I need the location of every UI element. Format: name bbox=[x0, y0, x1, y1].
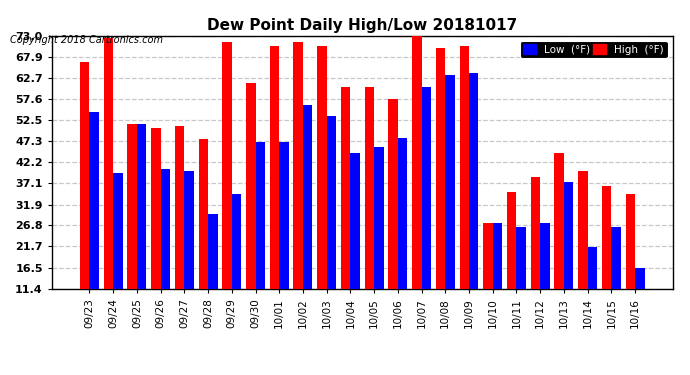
Bar bbox=[564, 182, 573, 289]
Bar bbox=[460, 46, 469, 289]
Bar bbox=[436, 48, 445, 289]
Bar bbox=[554, 153, 564, 289]
Legend: Low  (°F), High  (°F): Low (°F), High (°F) bbox=[520, 41, 667, 58]
Bar bbox=[602, 186, 611, 289]
Bar bbox=[493, 223, 502, 289]
Bar bbox=[246, 83, 255, 289]
Bar bbox=[137, 124, 146, 289]
Bar bbox=[222, 42, 232, 289]
Bar bbox=[469, 73, 478, 289]
Bar bbox=[80, 62, 90, 289]
Text: Copyright 2018 Cartronics.com: Copyright 2018 Cartronics.com bbox=[10, 35, 164, 45]
Bar bbox=[388, 99, 398, 289]
Bar bbox=[588, 247, 597, 289]
Bar bbox=[374, 147, 384, 289]
Bar bbox=[255, 142, 265, 289]
Bar bbox=[184, 171, 194, 289]
Bar bbox=[445, 75, 455, 289]
Bar bbox=[175, 126, 184, 289]
Bar bbox=[412, 36, 422, 289]
Title: Dew Point Daily High/Low 20181017: Dew Point Daily High/Low 20181017 bbox=[207, 18, 518, 33]
Bar bbox=[90, 112, 99, 289]
Bar bbox=[279, 142, 288, 289]
Bar bbox=[483, 223, 493, 289]
Bar bbox=[626, 194, 635, 289]
Bar bbox=[341, 87, 351, 289]
Bar bbox=[303, 105, 313, 289]
Bar bbox=[326, 116, 336, 289]
Bar bbox=[531, 177, 540, 289]
Bar bbox=[507, 192, 516, 289]
Bar bbox=[161, 169, 170, 289]
Bar bbox=[270, 46, 279, 289]
Bar bbox=[113, 173, 123, 289]
Bar bbox=[128, 124, 137, 289]
Bar bbox=[635, 268, 644, 289]
Bar bbox=[540, 223, 550, 289]
Bar bbox=[364, 87, 374, 289]
Bar bbox=[398, 138, 407, 289]
Bar bbox=[351, 153, 360, 289]
Bar bbox=[317, 46, 326, 289]
Bar bbox=[232, 194, 241, 289]
Bar bbox=[422, 87, 431, 289]
Bar bbox=[104, 38, 113, 289]
Bar bbox=[578, 171, 588, 289]
Bar bbox=[208, 214, 217, 289]
Bar bbox=[293, 42, 303, 289]
Bar bbox=[611, 227, 621, 289]
Bar bbox=[516, 227, 526, 289]
Bar bbox=[151, 128, 161, 289]
Bar bbox=[199, 139, 208, 289]
